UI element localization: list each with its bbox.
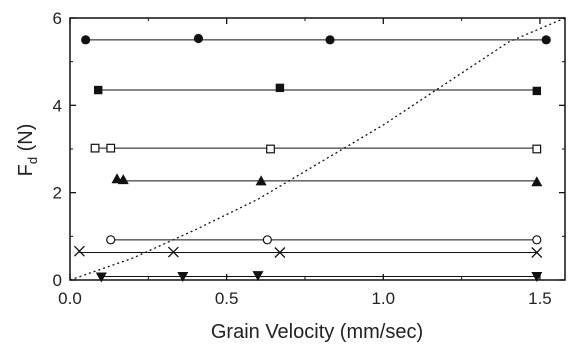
- fit-lines: [79, 39, 547, 278]
- marker-triangle-up: [531, 176, 543, 187]
- y-tick-label: 6: [53, 9, 62, 28]
- y-ticks: 0 2 4 6: [53, 9, 565, 290]
- x-tick-label: 1.0: [371, 289, 395, 308]
- y-axis-title-subscript: d: [25, 157, 40, 164]
- marker-cross: [274, 247, 286, 258]
- x-ticks: 0.0 0.5 1.0 1.5: [58, 18, 552, 308]
- y-axis-title-main: F: [15, 164, 37, 176]
- y-tick-label: 2: [53, 184, 62, 203]
- y-tick-label: 4: [53, 96, 62, 115]
- marker-open-circle: [262, 235, 272, 245]
- data-markers: [73, 33, 551, 283]
- y-tick-label: 0: [53, 271, 62, 290]
- marker-triangle-up: [117, 174, 129, 185]
- x-axis-title: Grain Velocity (mm/sec): [211, 321, 423, 343]
- x-tick-label: 0.5: [215, 289, 239, 308]
- y-axis-title: Fd (N): [15, 124, 40, 177]
- marker-filled-circle: [541, 35, 551, 45]
- marker-filled-square: [275, 83, 285, 93]
- reference-curve-group: [69, 17, 566, 281]
- x-tick-label: 1.5: [528, 289, 552, 308]
- marker-open-circle: [532, 235, 542, 245]
- marker-cross: [167, 246, 179, 258]
- marker-open-square: [106, 143, 116, 153]
- marker-cross: [531, 247, 543, 258]
- marker-triangle-down: [95, 272, 107, 283]
- marker-open-square: [532, 144, 542, 154]
- marker-filled-circle: [81, 35, 91, 45]
- marker-open-square: [266, 144, 275, 154]
- marker-cross: [73, 245, 85, 257]
- marker-triangle-down: [252, 271, 264, 282]
- x-tick-label: 0.0: [58, 289, 82, 308]
- marker-cross-stroke: [274, 247, 286, 258]
- marker-cross-stroke: [531, 247, 543, 258]
- marker-open-square: [90, 143, 100, 153]
- marker-filled-circle: [193, 33, 204, 44]
- marker-triangle-down: [177, 272, 189, 283]
- marker-filled-square: [93, 85, 103, 95]
- marker-cross-stroke: [73, 245, 85, 257]
- y-axis-title-unit: (N): [15, 124, 37, 157]
- marker-triangle-down: [531, 272, 543, 283]
- reference-curve: [69, 17, 566, 281]
- plot-frame: [69, 17, 566, 281]
- marker-filled-circle: [325, 35, 335, 45]
- marker-filled-square: [532, 86, 542, 96]
- marker-cross-stroke: [167, 246, 179, 258]
- marker-triangle-up: [255, 175, 267, 186]
- marker-open-circle: [106, 235, 116, 245]
